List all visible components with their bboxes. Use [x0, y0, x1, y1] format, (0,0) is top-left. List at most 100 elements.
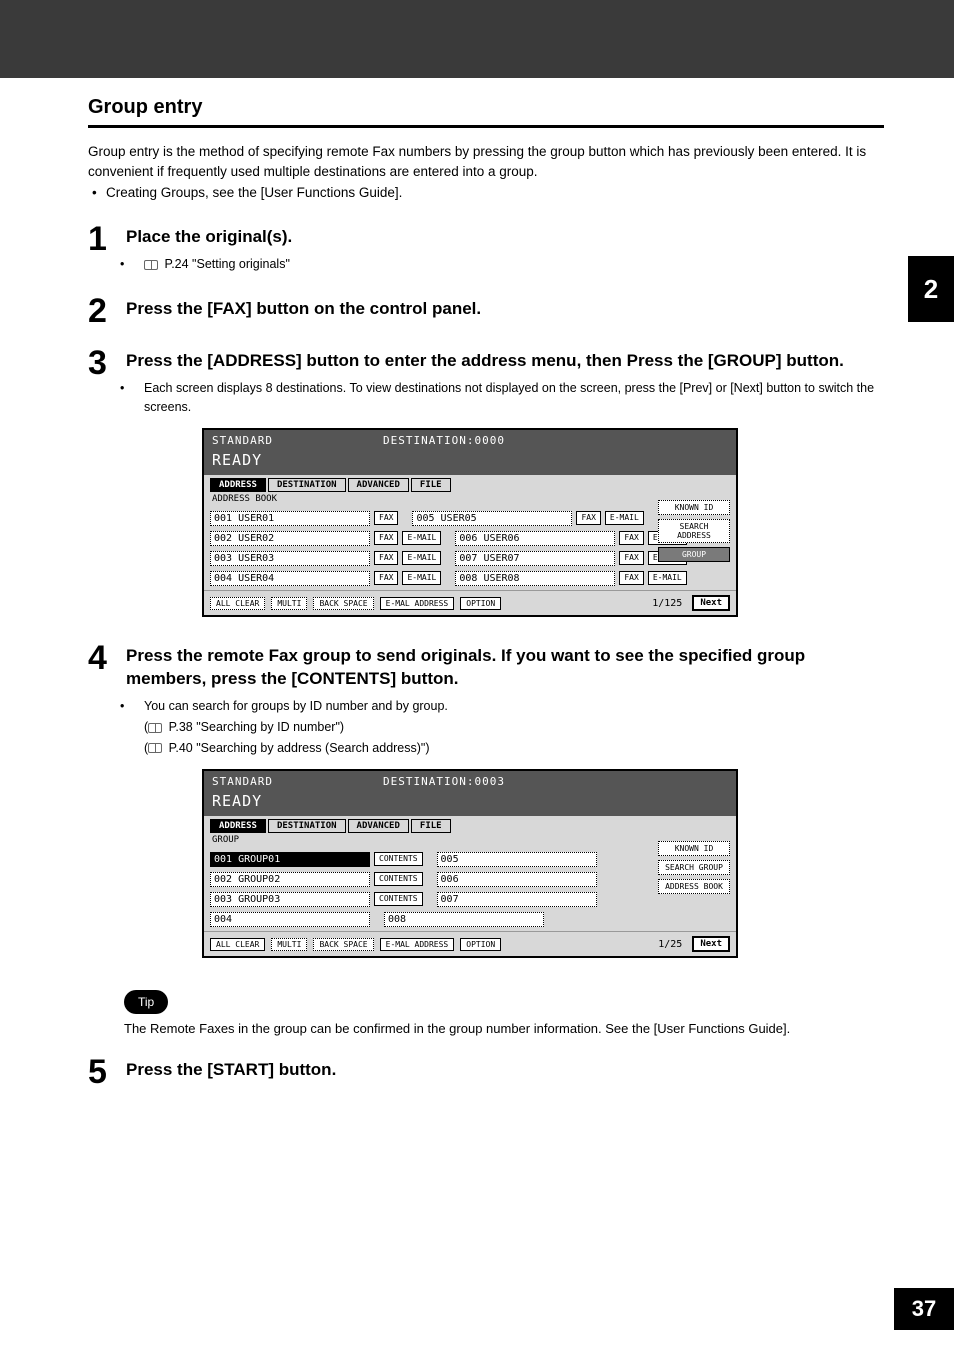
- backspace-button[interactable]: BACK SPACE: [313, 938, 373, 951]
- list-row: 003 USER03FAXE-MAIL 007 USER07FAXE-MAIL: [210, 548, 730, 568]
- email-button[interactable]: E-MAIL: [402, 551, 441, 565]
- option-button[interactable]: OPTION: [460, 938, 501, 951]
- email-button[interactable]: E-MAIL: [402, 531, 441, 545]
- contents-button[interactable]: CONTENTS: [374, 892, 423, 906]
- tip-text: The Remote Faxes in the group can be con…: [124, 1020, 884, 1039]
- step-5: 5 Press the [START] button.: [88, 1055, 884, 1089]
- step-heading: Press the remote Fax group to send origi…: [126, 645, 884, 691]
- list-row: 001 GROUP01 CONTENTS 005: [210, 849, 730, 869]
- group-button[interactable]: GROUP: [658, 547, 730, 562]
- user-cell[interactable]: 001 USER01: [210, 511, 370, 526]
- tab-destination[interactable]: DESTINATION: [268, 819, 346, 833]
- list-row: 002 USER02FAXE-MAIL 006 USER06FAXE-MAIL: [210, 528, 730, 548]
- user-cell[interactable]: 003 USER03: [210, 551, 370, 566]
- group-cell-selected[interactable]: 001 GROUP01: [210, 852, 370, 867]
- email-button[interactable]: E-MAIL: [605, 511, 644, 525]
- tab-file[interactable]: FILE: [411, 819, 451, 833]
- contents-button[interactable]: CONTENTS: [374, 872, 423, 886]
- tab-file[interactable]: FILE: [411, 478, 451, 492]
- scr-ready: READY: [204, 792, 736, 816]
- list-row: 001 USER01 FAX 005 USER05 FAX E-MAIL: [210, 508, 730, 528]
- step-sub: ( P.38 "Searching by ID number"): [126, 718, 884, 737]
- group-cell[interactable]: 006: [437, 872, 597, 887]
- search-address-button[interactable]: SEARCH ADDRESS: [658, 519, 730, 543]
- next-button[interactable]: Next: [692, 595, 730, 611]
- lcd-screen-group: STANDARDDESTINATION:0003 READY ADDRESS D…: [202, 769, 738, 958]
- email-button[interactable]: E-MAIL: [402, 571, 441, 585]
- user-cell[interactable]: 005 USER05: [412, 511, 572, 526]
- step-sub: •You can search for groups by ID number …: [126, 697, 884, 716]
- search-group-button[interactable]: SEARCH GROUP: [658, 860, 730, 875]
- step-heading: Press the [START] button.: [126, 1059, 884, 1082]
- email-address-button[interactable]: E-MAL ADDRESS: [380, 597, 455, 610]
- book-icon: [144, 260, 158, 270]
- known-id-button[interactable]: KNOWN ID: [658, 500, 730, 515]
- user-cell[interactable]: 002 USER02: [210, 531, 370, 546]
- step-heading: Place the original(s).: [126, 226, 884, 249]
- section-title: Group entry: [88, 96, 884, 119]
- step-sub-text: Each screen displays 8 destinations. To …: [144, 381, 874, 414]
- tip-badge: Tip: [124, 990, 168, 1014]
- step-sub: • P.24 "Setting originals": [126, 255, 884, 274]
- step-1: 1 Place the original(s). • P.24 "Setting…: [88, 222, 884, 276]
- step-sub-text: You can search for groups by ID number a…: [144, 699, 448, 713]
- fax-button[interactable]: FAX: [619, 571, 643, 585]
- fax-button[interactable]: FAX: [576, 511, 600, 525]
- fax-button[interactable]: FAX: [374, 511, 398, 525]
- step-number: 5: [88, 1055, 126, 1089]
- tab-destination[interactable]: DESTINATION: [268, 478, 346, 492]
- group-cell[interactable]: 008: [384, 912, 544, 927]
- multi-button[interactable]: MULTI: [271, 938, 307, 951]
- fax-button[interactable]: FAX: [619, 551, 643, 565]
- title-rule: [88, 125, 884, 128]
- next-button[interactable]: Next: [692, 936, 730, 952]
- tab-advanced[interactable]: ADVANCED: [348, 819, 409, 833]
- step-heading: Press the [ADDRESS] button to enter the …: [126, 350, 884, 373]
- step-sub: •Each screen displays 8 destinations. To…: [126, 379, 884, 417]
- tab-address[interactable]: ADDRESS: [210, 819, 266, 833]
- top-band: [0, 0, 954, 78]
- fax-button[interactable]: FAX: [374, 551, 398, 565]
- tab-advanced[interactable]: ADVANCED: [348, 478, 409, 492]
- user-cell[interactable]: 008 USER08: [455, 571, 615, 586]
- fax-button[interactable]: FAX: [374, 571, 398, 585]
- user-cell[interactable]: 006 USER06: [455, 531, 615, 546]
- page-indicator: 1/125: [652, 598, 686, 609]
- user-cell[interactable]: 004 USER04: [210, 571, 370, 586]
- user-cell[interactable]: 007 USER07: [455, 551, 615, 566]
- backspace-button[interactable]: BACK SPACE: [313, 597, 373, 610]
- address-book-button[interactable]: ADDRESS BOOK: [658, 879, 730, 894]
- contents-button[interactable]: CONTENTS: [374, 852, 423, 866]
- scr-ready: READY: [204, 451, 736, 475]
- tab-address[interactable]: ADDRESS: [210, 478, 266, 492]
- multi-button[interactable]: MULTI: [271, 597, 307, 610]
- all-clear-button[interactable]: ALL CLEAR: [210, 938, 265, 951]
- step-sub: ( P.40 "Searching by address (Search add…: [126, 739, 884, 758]
- step-sub-text: P.38 "Searching by ID number"): [169, 720, 344, 734]
- step-number: 2: [88, 294, 126, 328]
- fax-button[interactable]: FAX: [619, 531, 643, 545]
- group-cell[interactable]: 007: [437, 892, 597, 907]
- option-button[interactable]: OPTION: [460, 597, 501, 610]
- all-clear-button[interactable]: ALL CLEAR: [210, 597, 265, 610]
- book-icon: [148, 723, 162, 733]
- scr-subheader: ADDRESS BOOK: [204, 492, 736, 506]
- known-id-button[interactable]: KNOWN ID: [658, 841, 730, 856]
- group-cell[interactable]: 005: [437, 852, 597, 867]
- book-icon: [148, 743, 162, 753]
- intro-bullet-text: Creating Groups, see the [User Functions…: [106, 185, 402, 200]
- lcd-screen-address-book: STANDARDDESTINATION:0000 READY ADDRESS D…: [202, 428, 738, 617]
- step-heading: Press the [FAX] button on the control pa…: [126, 298, 884, 321]
- group-cell[interactable]: 004: [210, 912, 370, 927]
- step-3: 3 Press the [ADDRESS] button to enter th…: [88, 346, 884, 418]
- group-cell[interactable]: 003 GROUP03: [210, 892, 370, 907]
- email-address-button[interactable]: E-MAL ADDRESS: [380, 938, 455, 951]
- intro-paragraph: Group entry is the method of specifying …: [88, 142, 884, 181]
- group-cell[interactable]: 002 GROUP02: [210, 872, 370, 887]
- list-row: 004 008: [210, 909, 730, 929]
- page-number: 37: [894, 1288, 954, 1330]
- scr-destination: DESTINATION:0003: [383, 775, 505, 788]
- step-sub-text: P.40 "Searching by address (Search addre…: [169, 741, 430, 755]
- fax-button[interactable]: FAX: [374, 531, 398, 545]
- email-button[interactable]: E-MAIL: [648, 571, 687, 585]
